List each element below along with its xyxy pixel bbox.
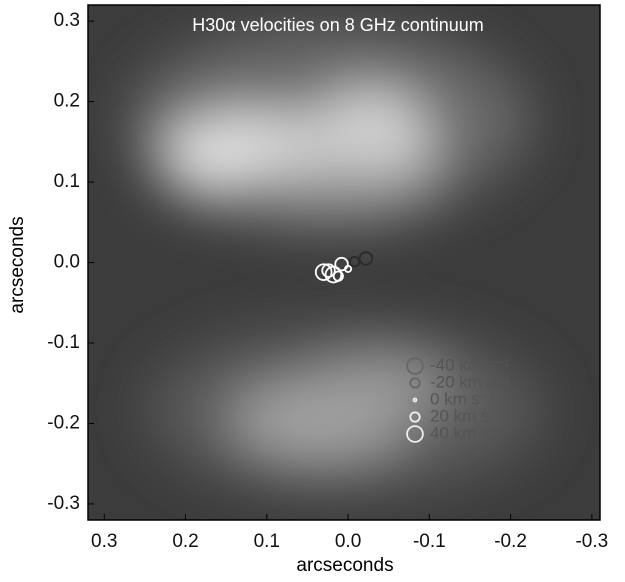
legend-marker <box>406 357 424 375</box>
velocity-marker <box>334 256 349 272</box>
legend-marker <box>409 411 421 423</box>
velocity-marker <box>358 251 374 266</box>
legend-label: 40 km s⁻¹ <box>430 423 504 442</box>
velocity-marker <box>324 265 343 284</box>
chart-title: H30α velocities on 8 GHz continuum <box>192 15 484 35</box>
x-tick-label: 0.1 <box>254 531 280 552</box>
x-axis-label: arcseconds <box>296 555 393 576</box>
legend-marker <box>409 377 421 389</box>
legend-label: 0 km s⁻¹ <box>430 389 495 408</box>
y-tick-label: -0.1 <box>47 332 80 353</box>
legend-label: -40 km s⁻¹ <box>430 355 510 374</box>
y-tick-label: -0.2 <box>47 412 80 433</box>
y-tick-label: 0.1 <box>54 171 80 192</box>
x-tick-label: -0.3 <box>575 531 608 552</box>
legend-label: -20 km s⁻¹ <box>430 372 510 391</box>
legend-marker <box>406 425 424 443</box>
y-tick-label: 0.2 <box>54 91 80 112</box>
continuum-image <box>88 5 600 520</box>
velocity-marker <box>314 263 333 281</box>
y-tick-label: -0.3 <box>47 493 80 514</box>
velocity-marker <box>348 256 361 268</box>
x-tick-label: 0.0 <box>335 531 361 552</box>
legend-label: 20 km s⁻¹ <box>430 406 504 425</box>
velocity-marker <box>344 264 353 273</box>
velocity-marker <box>321 263 336 278</box>
velocity-marker <box>332 270 344 282</box>
y-tick-label: 0.3 <box>54 10 80 31</box>
y-axis-label: arcseconds <box>7 216 28 313</box>
x-tick-label: -0.1 <box>413 531 446 552</box>
y-tick-label: 0.0 <box>54 252 80 273</box>
x-tick-label: 0.2 <box>172 531 198 552</box>
x-tick-label: 0.3 <box>91 531 117 552</box>
legend-marker <box>412 397 418 403</box>
x-tick-label: -0.2 <box>494 531 527 552</box>
